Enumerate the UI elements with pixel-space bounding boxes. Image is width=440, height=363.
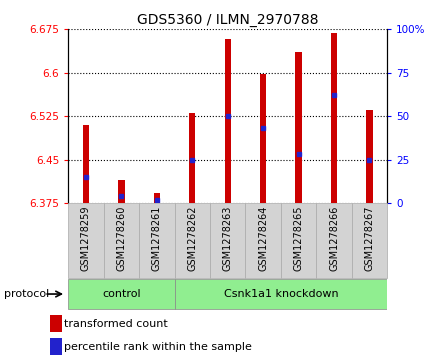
Bar: [210, 203, 246, 278]
Text: GSM1278263: GSM1278263: [223, 205, 233, 271]
Text: GSM1278262: GSM1278262: [187, 205, 197, 271]
Bar: [295, 52, 302, 203]
Bar: [68, 203, 104, 278]
Bar: [260, 74, 266, 203]
Bar: [366, 110, 373, 203]
Text: GSM1278266: GSM1278266: [329, 205, 339, 271]
Text: transformed count: transformed count: [64, 319, 168, 329]
Bar: [189, 113, 195, 203]
Text: control: control: [102, 289, 141, 299]
Bar: [352, 203, 387, 278]
Bar: [281, 203, 316, 278]
Text: GSM1278261: GSM1278261: [152, 205, 162, 271]
Bar: [224, 39, 231, 203]
Bar: [246, 203, 281, 278]
Title: GDS5360 / ILMN_2970788: GDS5360 / ILMN_2970788: [137, 13, 319, 26]
Bar: [154, 193, 160, 203]
Text: protocol: protocol: [4, 289, 50, 299]
Bar: [68, 280, 175, 309]
Text: Csnk1a1 knockdown: Csnk1a1 knockdown: [224, 289, 338, 299]
Bar: [331, 33, 337, 203]
Text: percentile rank within the sample: percentile rank within the sample: [64, 342, 252, 352]
Text: GSM1278267: GSM1278267: [364, 205, 374, 271]
Text: GSM1278259: GSM1278259: [81, 205, 91, 271]
Bar: [50, 315, 62, 332]
Bar: [118, 180, 125, 203]
Bar: [83, 125, 89, 203]
Bar: [50, 338, 62, 355]
Text: GSM1278265: GSM1278265: [293, 205, 304, 271]
Bar: [175, 203, 210, 278]
Text: GSM1278260: GSM1278260: [116, 205, 126, 271]
Bar: [104, 203, 139, 278]
Bar: [175, 280, 387, 309]
Bar: [139, 203, 175, 278]
Bar: [316, 203, 352, 278]
Text: GSM1278264: GSM1278264: [258, 205, 268, 271]
